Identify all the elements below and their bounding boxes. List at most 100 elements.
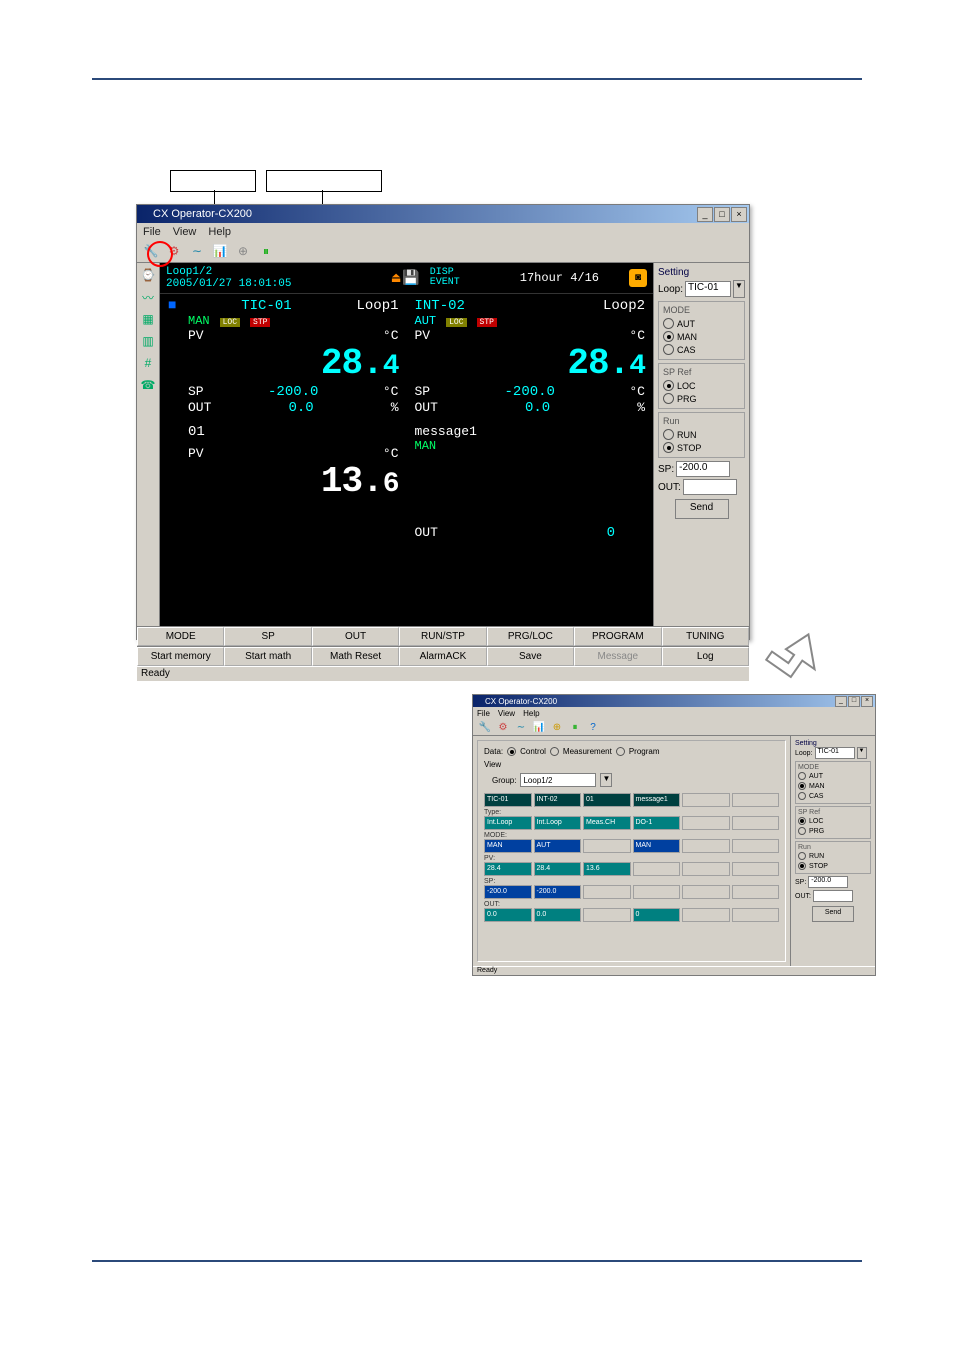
tool-icon-2[interactable]: ⚙ <box>164 241 184 261</box>
sm-group-select[interactable]: Loop1/2 <box>520 773 596 787</box>
softkey-mathreset[interactable]: Math Reset <box>312 647 399 666</box>
sm-menu-help[interactable]: Help <box>523 709 539 718</box>
sm-spref-legend: SP Ref <box>798 809 868 816</box>
radio-stop[interactable] <box>663 442 674 453</box>
sm-radio-man[interactable] <box>798 782 806 790</box>
radio-cas[interactable] <box>663 344 674 355</box>
sm-out-input[interactable] <box>813 890 853 902</box>
sm-radio-stop[interactable] <box>798 862 806 870</box>
radio-man[interactable] <box>663 331 674 342</box>
sm-row-label: MODE: <box>484 832 779 839</box>
send-button[interactable]: Send <box>675 499 729 519</box>
sm-setting-loop-dropdown[interactable]: ▼ <box>857 747 867 759</box>
radio-prg-label: PRG <box>677 394 697 404</box>
sm-setting-loop-select[interactable]: TIC-01 <box>815 747 855 759</box>
menu-help[interactable]: Help <box>208 226 231 238</box>
softkey-startmem[interactable]: Start memory <box>137 647 224 666</box>
maximize-button[interactable]: □ <box>714 207 730 222</box>
loop2-id: INT-02 <box>415 298 465 314</box>
softkey-sp[interactable]: SP <box>224 627 311 646</box>
softkey-mode[interactable]: MODE <box>137 627 224 646</box>
radio-loc[interactable] <box>663 380 674 391</box>
softkey-alarmack[interactable]: AlarmACK <box>399 647 486 666</box>
sm-radio-prg[interactable] <box>798 827 806 835</box>
radio-run[interactable] <box>663 429 674 440</box>
sm-cell <box>583 908 631 922</box>
sm-row-label: PV: <box>484 855 779 862</box>
loop1-sp-unit: °C <box>383 384 399 399</box>
sm-menu-file[interactable]: File <box>477 709 490 718</box>
sm-mode-legend: MODE <box>798 764 868 771</box>
tune-icon[interactable]: ∼ <box>187 241 207 261</box>
softkey-tuning[interactable]: TUNING <box>662 627 749 646</box>
sm-radio-loc[interactable] <box>798 817 806 825</box>
side-bar-icon[interactable]: ▥ <box>140 333 156 349</box>
sm-minimize-button[interactable]: _ <box>835 696 847 707</box>
softkey-log[interactable]: Log <box>662 647 749 666</box>
sm-radio-cas[interactable] <box>798 792 806 800</box>
sm-cell: 0.0 <box>534 908 582 922</box>
sm-tool-6[interactable]: ⏸ <box>567 719 583 735</box>
sm-tool-help[interactable]: ? <box>585 719 601 735</box>
menu-view[interactable]: View <box>173 226 197 238</box>
setting-sp-input[interactable]: -200.0 <box>676 461 730 477</box>
sm-out-label: OUT: <box>795 893 811 900</box>
side-phone-icon[interactable]: ☎ <box>140 377 156 393</box>
disk-icon: 💾 <box>402 270 419 287</box>
arrow-icon <box>760 622 820 682</box>
sm-close-button[interactable]: × <box>861 696 873 707</box>
softkey-message[interactable]: Message <box>574 647 661 666</box>
setting-out-input[interactable] <box>683 479 737 495</box>
side-grid-icon[interactable]: ▦ <box>140 311 156 327</box>
stop-icon[interactable]: ⏸ <box>256 241 276 261</box>
setting-loop-select[interactable]: TIC-01 <box>685 281 731 297</box>
sm-tool-5[interactable]: ⊕ <box>549 719 565 735</box>
setting-loop-dropdown[interactable]: ▼ <box>733 280 745 298</box>
menu-file[interactable]: File <box>143 226 161 238</box>
minimize-button[interactable]: _ <box>697 207 713 222</box>
sm-radio-control[interactable] <box>507 747 516 756</box>
sm-cell: AUT <box>534 839 582 853</box>
run-fieldset: Run RUN STOP <box>658 412 745 458</box>
side-trend-icon[interactable]: 〰 <box>140 289 156 305</box>
softkey-runstp[interactable]: RUN/STP <box>399 627 486 646</box>
softkey-startmath[interactable]: Start math <box>224 647 311 666</box>
sm-menu-view[interactable]: View <box>498 709 515 718</box>
sm-radio-meas[interactable] <box>550 747 559 756</box>
loop3-pv-value-2: 6 <box>383 469 399 500</box>
sm-send-button[interactable]: Send <box>812 906 854 922</box>
side-hash-icon[interactable]: # <box>140 355 156 371</box>
loop-panel-4: message1 MAN OUT 0 <box>407 420 654 545</box>
sm-cell <box>732 885 780 899</box>
sm-radio-aut[interactable] <box>798 772 806 780</box>
toolbar: 🔧 ⚙ ∼ 📊 ⊕ ⏸ <box>137 240 749 263</box>
sm-main-panel: Data: Control Measurement Program View G… <box>477 740 786 962</box>
sm-tool-2[interactable]: ⚙ <box>495 719 511 735</box>
side-gauge-icon[interactable]: ⌚ <box>140 267 156 283</box>
softkey-prgloc[interactable]: PRG/LOC <box>487 627 574 646</box>
sm-tool-1[interactable]: 🔧 <box>477 719 493 735</box>
softkey-program[interactable]: PROGRAM <box>574 627 661 646</box>
sm-tool-4[interactable]: 📊 <box>531 719 547 735</box>
radio-prg[interactable] <box>663 393 674 404</box>
tool-icon-5[interactable]: ⊕ <box>233 241 253 261</box>
sm-group-dropdown[interactable]: ▼ <box>600 773 612 787</box>
tool-icon-4[interactable]: 📊 <box>210 241 230 261</box>
loop2-out-unit: % <box>637 400 645 415</box>
softkey-save[interactable]: Save <box>487 647 574 666</box>
tool-icon-1[interactable]: 🔧 <box>141 241 161 261</box>
sm-titlebar: CX Operator-CX200 _ □ × <box>473 695 875 707</box>
close-button[interactable]: × <box>731 207 747 222</box>
camera-icon[interactable]: ◙ <box>629 269 647 287</box>
sm-window-title: CX Operator-CX200 <box>475 697 557 706</box>
softkey-out[interactable]: OUT <box>312 627 399 646</box>
sm-tool-3[interactable]: ∼ <box>513 719 529 735</box>
loop1-out-unit: % <box>391 400 399 415</box>
sm-maximize-button[interactable]: □ <box>848 696 860 707</box>
loop-panel-3: 01 PV °C 13.6 <box>160 420 407 545</box>
radio-aut[interactable] <box>663 318 674 329</box>
sm-sp-input[interactable]: -200.0 <box>808 876 848 888</box>
sm-radio-run[interactable] <box>798 852 806 860</box>
sm-radio-prog[interactable] <box>616 747 625 756</box>
window-title: CX Operator-CX200 <box>139 208 252 220</box>
